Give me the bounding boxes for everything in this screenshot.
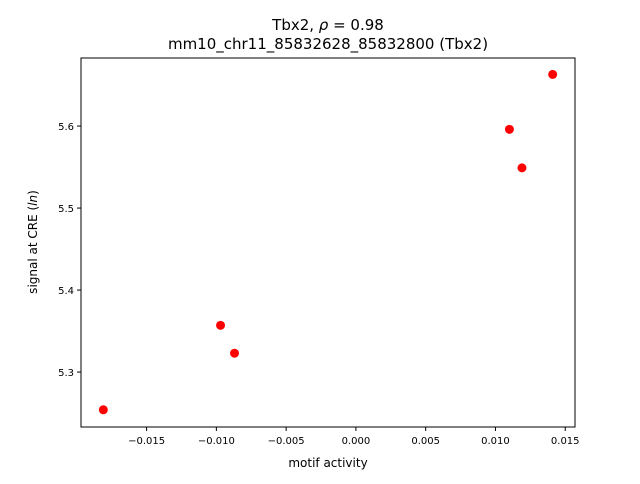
plot-area (80, 57, 576, 428)
y-axis-label: signal at CRE (ln) (26, 190, 40, 294)
y-tick-label: 5.5 (58, 204, 74, 215)
x-tick-label: 0.010 (481, 436, 510, 447)
x-tick-label: −0.015 (128, 436, 165, 447)
x-tick-label: 0.000 (342, 436, 371, 447)
data-point (504, 124, 514, 134)
chart-title-line2: mm10_chr11_85832628_85832800 (Tbx2) (168, 35, 488, 54)
data-point (230, 348, 240, 358)
data-point (548, 69, 558, 79)
x-axis-label: motif activity (288, 456, 367, 470)
title-gene: Tbx2, (271, 16, 319, 34)
y-tick-label: 5.6 (58, 122, 74, 133)
title-value: = 0.98 (328, 16, 384, 34)
data-point (517, 163, 527, 173)
y-tick-label: 5.4 (58, 286, 74, 297)
data-point (216, 320, 226, 330)
y-tick-label: 5.3 (58, 368, 74, 379)
x-tick-label: −0.010 (198, 436, 235, 447)
x-tick-label: 0.015 (551, 436, 580, 447)
title-rho: ρ (319, 16, 329, 34)
x-tick-label: 0.005 (411, 436, 440, 447)
x-tick-label: −0.005 (268, 436, 305, 447)
data-point (98, 405, 108, 415)
chart-title-line1: Tbx2, ρ = 0.98 (271, 16, 384, 34)
